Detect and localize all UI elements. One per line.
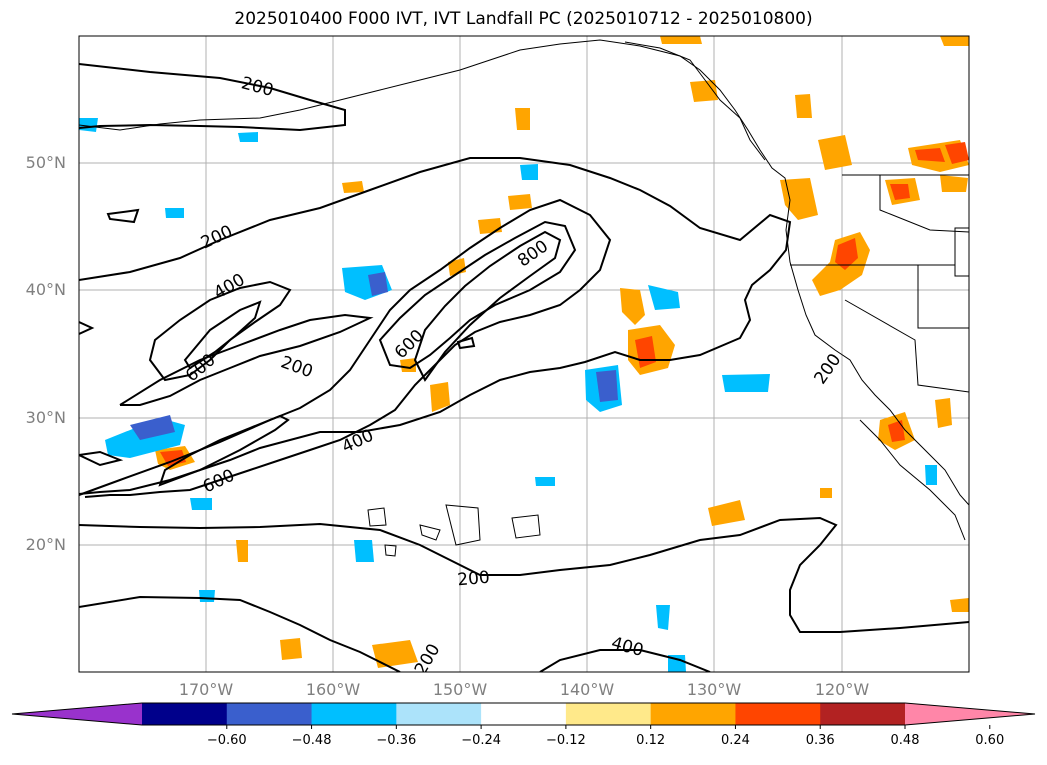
map-title: 2025010400 F000 IVT, IVT Landfall PC (20… xyxy=(234,9,813,29)
colorbar-tick-label: −0.36 xyxy=(376,733,417,748)
colorbar-segment xyxy=(481,703,567,725)
patch-positive xyxy=(818,135,852,170)
patch-negative xyxy=(190,498,212,510)
lat-label-40n: 40°N xyxy=(25,280,66,299)
contour-600 xyxy=(158,414,290,487)
contour-600 xyxy=(378,220,577,370)
contour-label: 200 xyxy=(457,568,491,591)
patch-negative xyxy=(199,590,215,602)
coastlines xyxy=(79,39,969,557)
colorbar xyxy=(11,702,1036,729)
contour-400 xyxy=(79,198,612,498)
patch-negative xyxy=(722,374,770,392)
colorbar-tick-label: 0.48 xyxy=(890,733,920,748)
lon-label-120w: 120°W xyxy=(814,680,870,699)
patch-positive xyxy=(780,178,818,220)
patch-negative xyxy=(130,415,175,440)
patch-positive xyxy=(888,420,905,442)
patch-negative xyxy=(520,164,538,180)
patch-positive xyxy=(890,184,910,200)
colorbar-outline xyxy=(11,702,1036,726)
patch-positive xyxy=(915,148,945,162)
contour-200 xyxy=(79,595,401,672)
patch-negative xyxy=(925,465,937,485)
patch-positive xyxy=(660,36,702,44)
colorbar-extend-min xyxy=(12,703,142,725)
lon-label-160w: 160°W xyxy=(305,680,361,699)
patch-negative xyxy=(648,285,680,310)
colorbar-tick-label: 0.24 xyxy=(720,733,750,748)
colorbar-tick-label: −0.24 xyxy=(461,733,502,748)
colorbar-segment xyxy=(226,703,313,725)
colorbar-segment xyxy=(396,703,482,725)
lon-label-170w: 170°W xyxy=(178,680,234,699)
contour-600 xyxy=(183,300,262,370)
patch-positive xyxy=(372,640,418,668)
patch-positive xyxy=(236,540,248,562)
patch-positive xyxy=(400,358,416,372)
patch-positive xyxy=(795,94,812,118)
patch-positive xyxy=(280,638,302,660)
colorbar-segment xyxy=(735,703,821,725)
patch-positive xyxy=(708,500,745,526)
patch-negative xyxy=(354,540,374,562)
contour-200 xyxy=(79,516,969,633)
colorbar-segment xyxy=(142,703,228,725)
contour-400 xyxy=(539,649,711,672)
patch-negative xyxy=(596,370,618,402)
contour-200 xyxy=(79,450,124,467)
patch-negative xyxy=(656,605,670,630)
ivt-contours xyxy=(79,63,969,672)
lon-label-150w: 150°W xyxy=(432,680,488,699)
contour-800 xyxy=(456,336,476,350)
lon-label-140w: 140°W xyxy=(559,680,615,699)
contour-200 xyxy=(79,157,792,495)
colorbar-extend-max xyxy=(905,703,1035,725)
contour-200 xyxy=(119,313,374,406)
colorbar-segment xyxy=(311,703,397,725)
contour-200 xyxy=(79,63,346,132)
patch-positive xyxy=(515,108,530,130)
contour-200 xyxy=(79,321,95,335)
colorbar-tick-label: −0.48 xyxy=(291,733,332,748)
patch-positive xyxy=(935,398,952,428)
patch-positive xyxy=(820,488,832,498)
colorbar-segment xyxy=(565,703,652,725)
contour-800 xyxy=(413,230,562,382)
patch-positive xyxy=(690,80,718,102)
lat-label-20n: 20°N xyxy=(25,535,66,554)
colorbar-segment xyxy=(650,703,736,725)
patch-positive xyxy=(620,288,645,325)
colorbar-tick-label: −0.12 xyxy=(545,733,586,748)
plot-frame xyxy=(78,35,970,673)
lat-label-50n: 50°N xyxy=(25,153,66,172)
colorbar-tick-label: 0.60 xyxy=(975,733,1005,748)
lon-label-130w: 130°W xyxy=(686,680,742,699)
contour-200 xyxy=(106,208,140,224)
patch-positive xyxy=(835,238,858,270)
colorbar-tick-label: −0.60 xyxy=(206,733,247,748)
lat-label-30n: 30°N xyxy=(25,408,66,427)
patch-negative xyxy=(165,208,184,218)
colorbar-segment xyxy=(820,703,906,725)
patch-negative xyxy=(238,132,258,142)
patch-negative xyxy=(668,655,686,672)
patch-positive xyxy=(940,36,969,46)
contour-400 xyxy=(148,280,292,382)
patch-negative xyxy=(368,272,388,296)
pc-filled-patches xyxy=(79,36,969,672)
patch-positive xyxy=(950,598,969,612)
patch-positive xyxy=(342,181,364,193)
patch-positive xyxy=(940,175,968,192)
colorbar-tick-label: 0.12 xyxy=(636,733,666,748)
patch-positive xyxy=(945,142,969,164)
patch-positive xyxy=(430,382,450,412)
patch-negative xyxy=(535,477,555,486)
colorbar-tick-label: 0.36 xyxy=(805,733,835,748)
patch-positive xyxy=(478,218,502,234)
patch-positive xyxy=(508,194,532,210)
